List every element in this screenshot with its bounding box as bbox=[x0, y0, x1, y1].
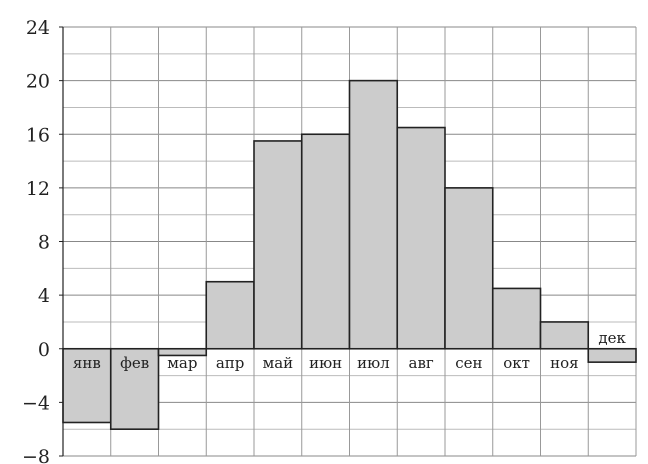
y-tick-label: 20 bbox=[26, 71, 50, 93]
y-tick-label: 12 bbox=[26, 178, 50, 200]
x-tick-label: янв bbox=[73, 354, 101, 372]
bar-авг bbox=[396, 126, 446, 350]
bar-дек bbox=[587, 347, 637, 363]
axes bbox=[59, 26, 636, 457]
bar-июл bbox=[348, 79, 399, 350]
y-tick-label: 16 bbox=[26, 124, 50, 146]
x-tick-labels: янв фев мар апр май июн июл авг сен окт ноя дек bbox=[73, 329, 627, 372]
x-tick-label: апр bbox=[216, 354, 245, 372]
x-tick-label: ноя bbox=[550, 354, 579, 372]
bars bbox=[62, 79, 637, 430]
y-tick-label: −4 bbox=[22, 392, 50, 414]
y-tick-label: 24 bbox=[26, 17, 50, 39]
bar-сен bbox=[444, 187, 494, 350]
bar-апр bbox=[205, 280, 255, 350]
bar-ноя bbox=[539, 321, 590, 350]
y-tick-label: 8 bbox=[38, 232, 50, 254]
y-tick-label: 0 bbox=[38, 339, 50, 361]
bar-фев bbox=[109, 347, 160, 430]
x-tick-label: сен bbox=[455, 354, 482, 372]
x-tick-label: авг bbox=[409, 354, 434, 372]
bar-окт bbox=[491, 287, 542, 350]
bar-июн bbox=[300, 133, 351, 350]
x-tick-label: окт bbox=[503, 354, 530, 372]
x-tick-label: дек bbox=[598, 329, 626, 347]
x-tick-label: мар bbox=[167, 354, 197, 372]
y-tick-label: 4 bbox=[38, 285, 50, 307]
y-tick-label: −8 bbox=[22, 446, 50, 464]
x-tick-label: май bbox=[263, 354, 294, 372]
y-tick-labels: 24 20 16 12 8 4 0 −4 −8 bbox=[22, 17, 50, 464]
x-tick-label: июн bbox=[309, 354, 342, 372]
x-tick-label: июл bbox=[357, 354, 390, 372]
bar-май bbox=[253, 140, 303, 350]
x-tick-label: фев bbox=[120, 354, 149, 372]
